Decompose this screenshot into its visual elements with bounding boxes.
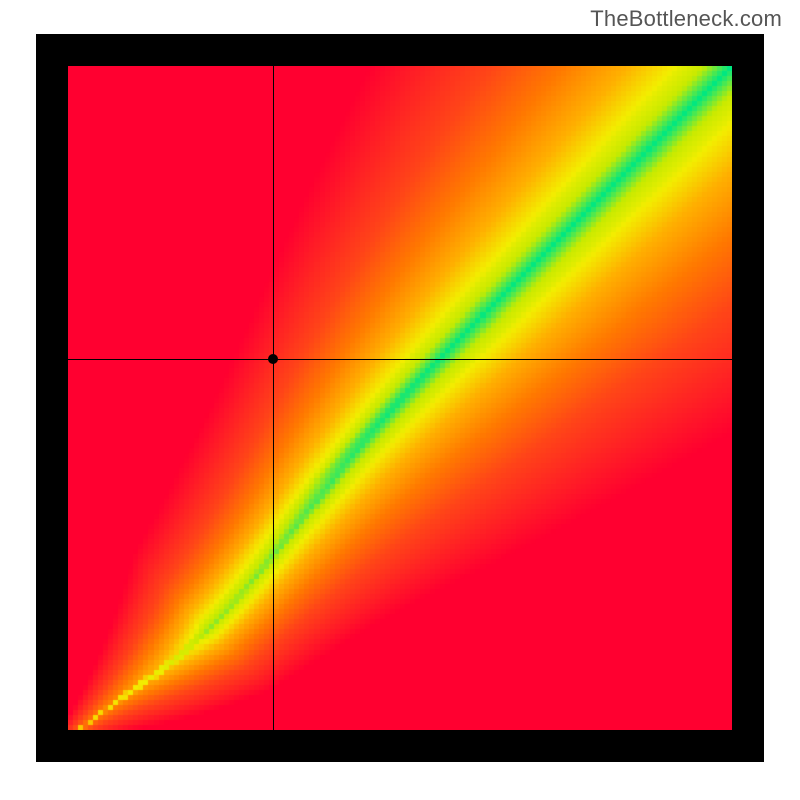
chart-outer-frame xyxy=(36,34,764,762)
crosshair-dot xyxy=(268,354,278,364)
heatmap-plot xyxy=(68,66,732,730)
watermark-text: TheBottleneck.com xyxy=(590,6,782,32)
heatmap-canvas xyxy=(68,66,732,730)
crosshair-horizontal xyxy=(68,359,732,360)
root-container: TheBottleneck.com xyxy=(0,0,800,800)
crosshair-vertical xyxy=(273,66,274,730)
